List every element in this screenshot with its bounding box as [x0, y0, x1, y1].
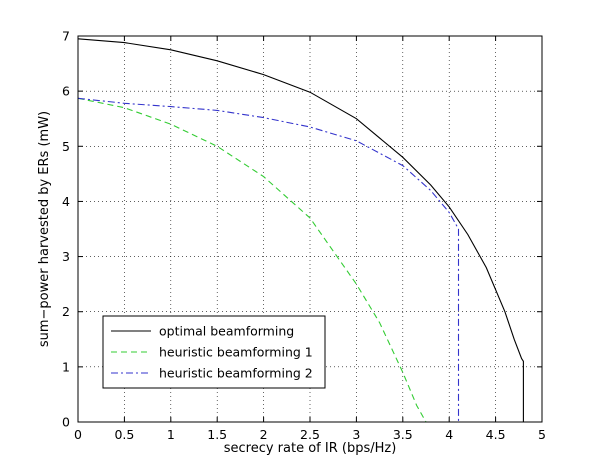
- legend: optimal beamforming heuristic beamforming…: [102, 315, 326, 389]
- series-lines: [77, 38, 524, 423]
- legend-label: heuristic beamforming 2: [159, 366, 313, 381]
- y-tick-label: 4: [62, 194, 70, 209]
- x-tick-label: 2: [260, 427, 268, 442]
- y-tick-label: 2: [62, 304, 70, 319]
- y-tick-label: 6: [62, 84, 70, 99]
- y-tick-label: 7: [62, 29, 70, 44]
- y-axis-label: sum−power harvested by ERs (mW): [37, 111, 52, 347]
- x-tick-label: 3.5: [393, 427, 413, 442]
- y-tick-label: 5: [62, 139, 70, 154]
- x-tick-label: 2.5: [300, 427, 320, 442]
- x-axis-label: secrecy rate of IR (bps/Hz): [224, 441, 397, 456]
- series-line-heuristic-beamforming-1: [77, 97, 427, 423]
- x-tick-label: 1.5: [207, 427, 227, 442]
- legend-box: [102, 315, 326, 389]
- y-tick-label: 3: [62, 249, 70, 264]
- y-tick-label: 0: [62, 415, 70, 430]
- series-line-optimal-beamforming: [77, 38, 524, 422]
- x-tick-label: 0: [74, 427, 82, 442]
- x-tick-label: 0.5: [114, 427, 134, 442]
- x-tick-label: 4.5: [486, 427, 506, 442]
- legend-entries: optimal beamforming heuristic beamforming…: [111, 324, 313, 381]
- x-tick-label: 3: [352, 427, 360, 442]
- legend-label: heuristic beamforming 1: [159, 345, 313, 360]
- x-tick-label: 1: [167, 427, 175, 442]
- legend-label: optimal beamforming: [159, 324, 294, 339]
- y-tick-label: 1: [62, 359, 70, 374]
- axis-ticks: 0 0.5 1 1.5 2 2.5 3 3.5 4 4.5 5 0 1 2 3 4 5 6 7: [62, 29, 546, 443]
- series-line-heuristic-beamforming-2: [77, 97, 460, 422]
- x-tick-label: 5: [538, 427, 546, 442]
- x-tick-label: 4: [445, 427, 453, 442]
